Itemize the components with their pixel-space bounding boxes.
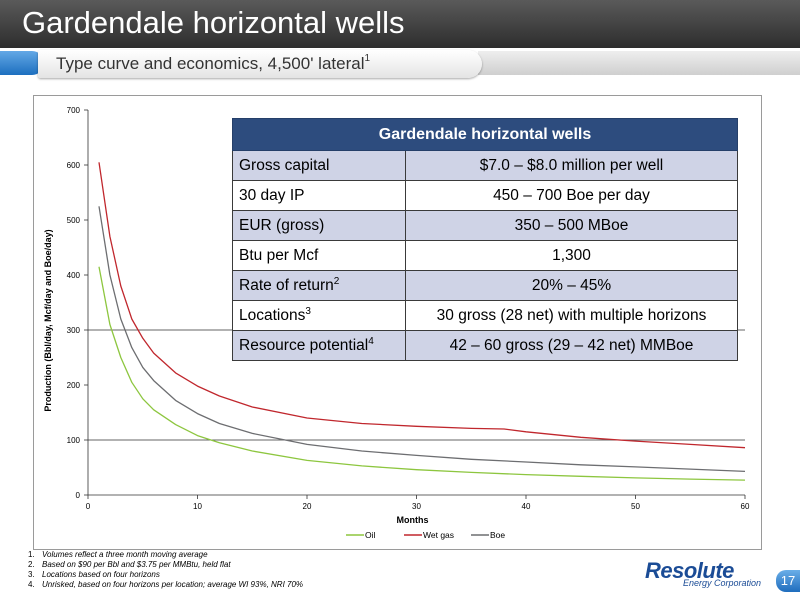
table-row: 30 day IP 450 – 700 Boe per day [232, 180, 738, 211]
footnote-item: 1. Volumes reflect a three month moving a… [28, 550, 208, 559]
footnote-item: 4. Unrisked, based on four horizons per l… [28, 580, 304, 589]
y-tick-label: 600 [67, 161, 81, 170]
title-bar: Gardendale horizontal wells [0, 0, 800, 48]
series-line-wet-gas [98, 162, 746, 449]
x-tick-label: 40 [522, 502, 531, 511]
y-tick-label: 700 [67, 106, 81, 115]
table-row-label: 30 day IP [232, 180, 406, 211]
slide-title: Gardendale horizontal wells [22, 5, 405, 40]
table-header: Gardendale horizontal wells [232, 118, 738, 151]
footnotes: 1. Volumes reflect a three month moving a… [28, 550, 303, 590]
table-row-label: EUR (gross) [232, 210, 406, 241]
table-row-label: Rate of return2 [232, 270, 406, 301]
subtitle-bar: Type curve and economics, 4,500' lateral… [0, 48, 800, 80]
legend-entry: Oil [365, 530, 376, 540]
subtitle-bar-fill [478, 51, 800, 75]
table-body: Gross capital $7.0 – $8.0 million per wel… [232, 150, 738, 361]
footnote-item: 3. Locations based on four horizons [28, 570, 160, 579]
y-tick-label: 200 [67, 381, 81, 390]
logo-tagline: Energy Corporation [683, 578, 762, 588]
page-number: 17 [776, 570, 800, 592]
table-row: Locations3 30 gross (28 net) with multipl… [232, 300, 738, 331]
slide-subtitle: Type curve and economics, 4,500' lateral… [56, 53, 371, 74]
x-tick-label: 60 [741, 502, 750, 511]
legend-entry: Wet gas [423, 530, 454, 540]
x-tick-label: 50 [631, 502, 640, 511]
table-row-value: 30 gross (28 net) with multiple horizons [405, 300, 738, 331]
table-row-value: 20% – 45% [405, 270, 738, 301]
economics-table: Gardendale horizontal wells Gross capita… [232, 118, 738, 361]
logo-brand: Resolute [645, 558, 734, 583]
table-row: Btu per Mcf 1,300 [232, 240, 738, 271]
table-row-value: 42 – 60 gross (29 – 42 net) MMBoe [405, 330, 738, 361]
y-tick-label: 400 [67, 271, 81, 280]
x-tick-label: 10 [193, 502, 202, 511]
subtitle-footnote-ref: 1 [364, 53, 371, 64]
x-tick-label: 0 [86, 502, 91, 511]
table-row-label: Btu per Mcf [232, 240, 406, 271]
table-row-value: 350 – 500 MBoe [405, 210, 738, 241]
subtitle-accent [0, 51, 44, 75]
y-tick-label: 300 [67, 326, 81, 335]
y-tick-label: 100 [67, 436, 81, 445]
footnote-item: 2. Based on $90 per Bbl and $3.75 per MMB… [28, 560, 231, 569]
table-row-value: 450 – 700 Boe per day [405, 180, 738, 211]
subtitle-tab [38, 50, 482, 78]
table-row-label: Locations3 [232, 300, 406, 331]
subtitle-text: Type curve and economics, 4,500' lateral [56, 54, 365, 73]
table-row-value: $7.0 – $8.0 million per well [405, 150, 738, 181]
table-row: Gross capital $7.0 – $8.0 million per wel… [232, 150, 738, 181]
legend-entry: Boe [490, 530, 505, 540]
table-row: Resource potential4 42 – 60 gross (29 – 4… [232, 330, 738, 361]
table-row: Rate of return2 20% – 45% [232, 270, 738, 301]
table-row: EUR (gross) 350 – 500 MBoe [232, 210, 738, 241]
table-row-label: Gross capital [232, 150, 406, 181]
y-tick-label: 0 [76, 491, 81, 500]
y-axis-label: Production (Bbl/day, Mcf/day and Boe/day… [43, 229, 53, 411]
x-axis-label: Months [397, 515, 429, 525]
table-row-value: 1,300 [405, 240, 738, 271]
x-tick-label: 30 [412, 502, 421, 511]
table-row-label: Resource potential4 [232, 330, 406, 361]
series-line-oil [98, 266, 746, 481]
y-tick-label: 500 [67, 216, 81, 225]
company-logo: Resolute Energy Corporation [645, 558, 775, 594]
series-line-boe [98, 206, 746, 473]
x-tick-label: 20 [303, 502, 312, 511]
